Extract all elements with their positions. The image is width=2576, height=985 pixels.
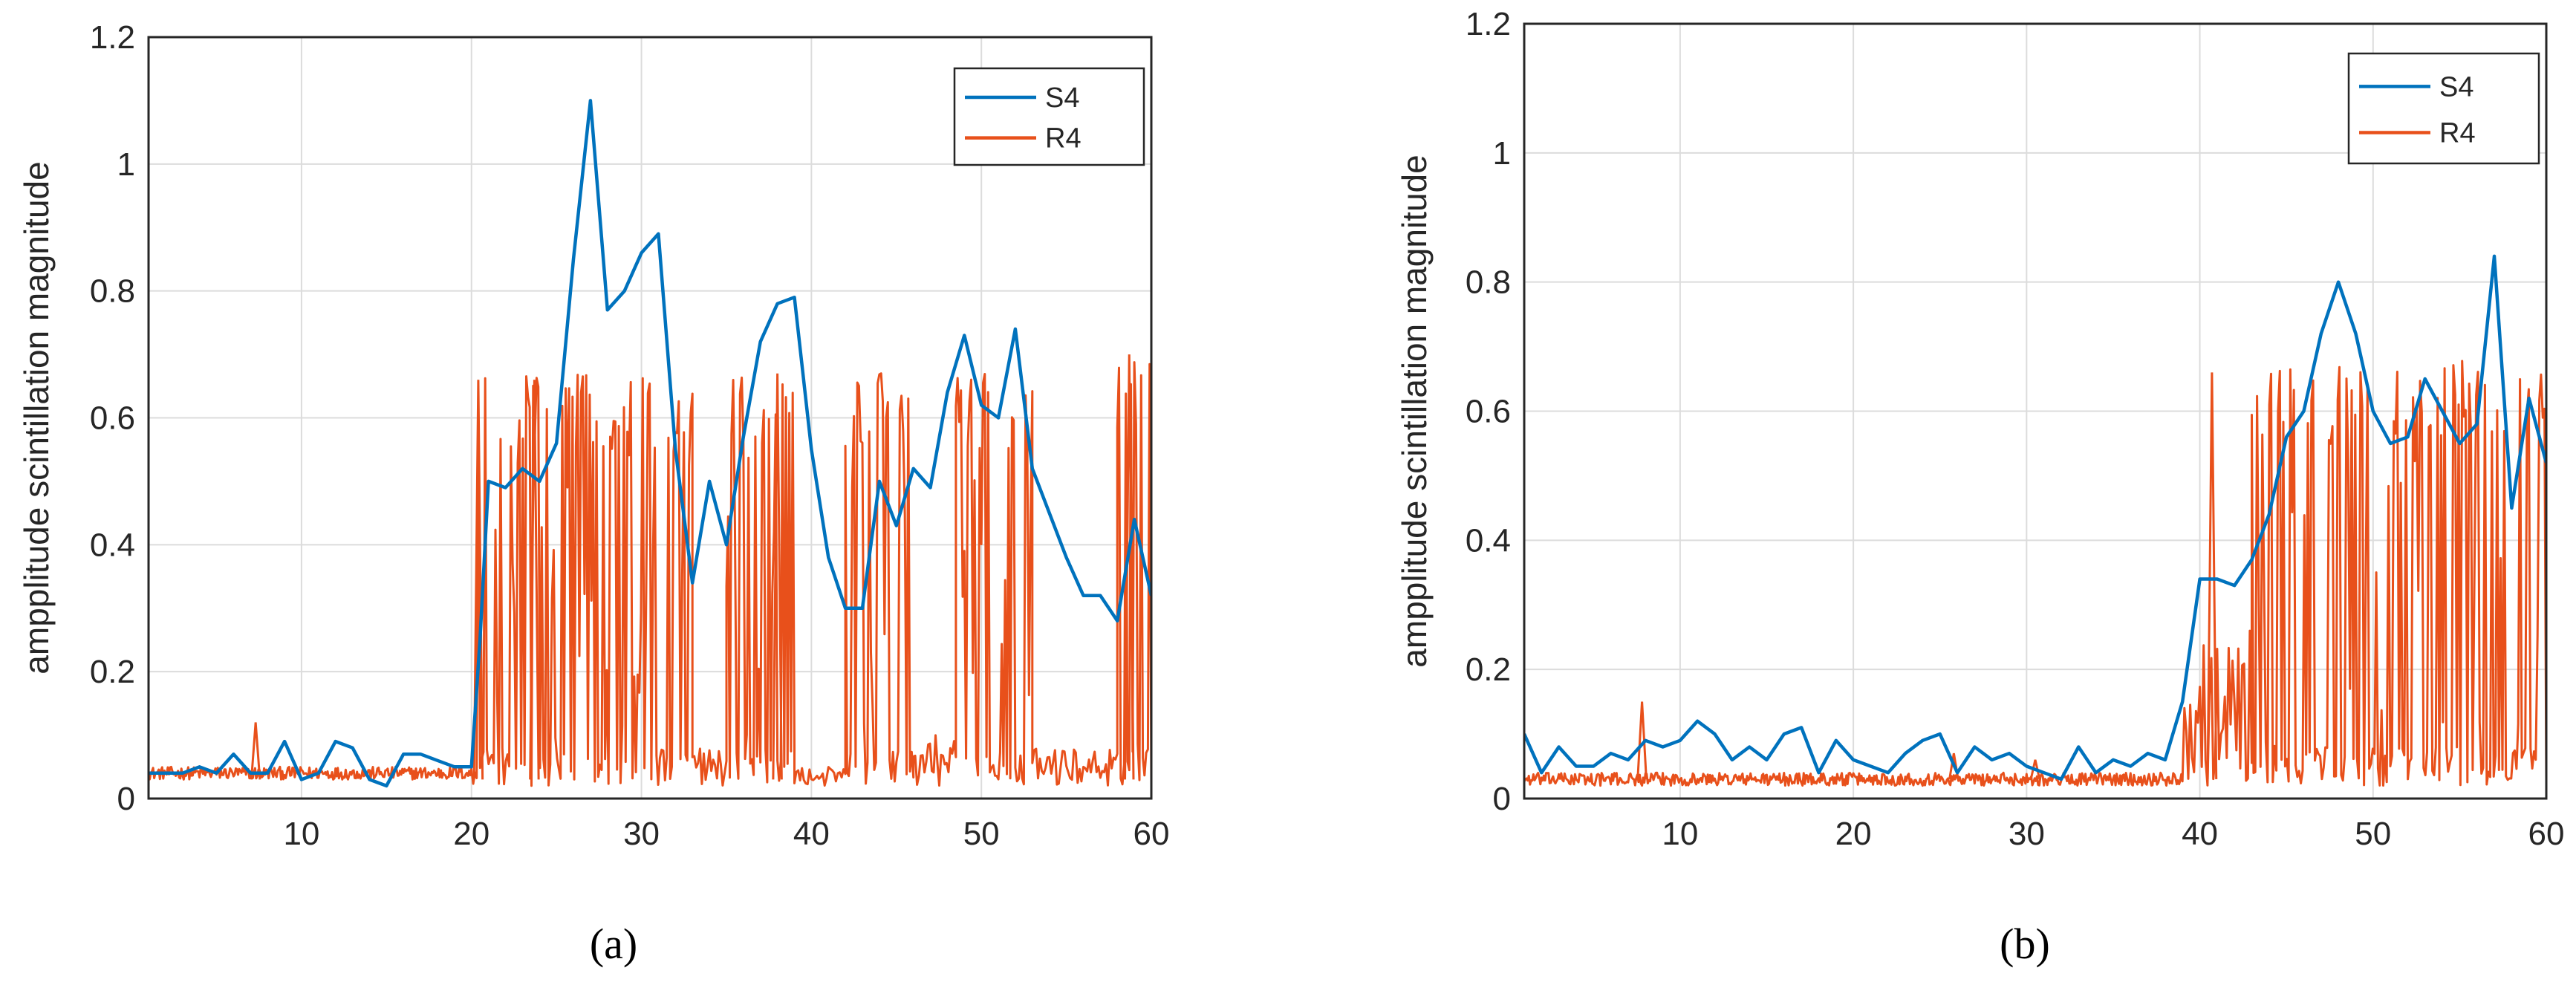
x-tick-label: 10 <box>283 816 319 852</box>
x-tick-label: 40 <box>2182 816 2218 852</box>
series-spike-r4 <box>529 380 540 780</box>
x-tick-label: 50 <box>963 816 1000 852</box>
y-tick-label: 0.2 <box>90 654 135 690</box>
y-tick-label: 0.8 <box>90 273 135 310</box>
series-spike-r4 <box>1124 354 1135 780</box>
caption-a: (a) <box>590 920 637 968</box>
y-tick-label: 0.6 <box>1466 394 1511 430</box>
y-tick-label: 1.2 <box>1466 6 1511 42</box>
x-tick-label: 50 <box>2355 816 2391 852</box>
series-spike-r4 <box>772 373 783 780</box>
x-tick-label: 60 <box>2528 816 2565 852</box>
series-line-s4 <box>1524 254 2546 781</box>
x-tick-label: 10 <box>1662 816 1698 852</box>
x-tick-label: 60 <box>1133 816 1170 852</box>
y-tick-label: 1 <box>117 146 135 183</box>
legend-label-s4-a: S4 <box>1045 82 1079 114</box>
caption-b: (b) <box>2000 920 2050 968</box>
chart-panel-b: 10 20 30 40 50 60 0 0.2 0.4 0.6 0.8 1 1.2 ampplitude… <box>1395 6 2564 968</box>
x-tick-label: 30 <box>2009 816 2045 852</box>
legend-label-s4-b: S4 <box>2439 71 2473 103</box>
x-tick-label: 20 <box>453 816 489 852</box>
y-tick-label: 0.2 <box>1466 651 1511 688</box>
y-tick-label: 1.2 <box>90 19 135 56</box>
chart-panel-a: 10 20 30 40 50 60 0 0.2 0.4 0.6 0.8 1 1.2 ampplitude… <box>17 19 1169 968</box>
series-spike-r4 <box>2206 372 2218 779</box>
y-tick-label: 0.6 <box>90 400 135 437</box>
y-tick-label: 0 <box>1493 781 1511 817</box>
axes-frame-a <box>147 36 1153 800</box>
y-tick-label: 0.8 <box>1466 264 1511 301</box>
series-spike-r4 <box>1636 701 1648 780</box>
y-axis-label-a: ampplitude scintillation magnitude <box>17 161 56 674</box>
tick-labels-a: 10 20 30 40 50 60 0 0.2 0.4 0.6 0.8 1 1.2 <box>90 19 1170 852</box>
series-line-r4 <box>1524 360 2546 787</box>
plot-area-b <box>1524 254 2546 787</box>
tick-labels-b: 10 20 30 40 50 60 0 0.2 0.4 0.6 0.8 1 1.2 <box>1466 6 2565 852</box>
y-tick-label: 0.4 <box>1466 522 1511 559</box>
y-tick-label: 0 <box>117 781 135 817</box>
x-tick-label: 20 <box>1835 816 1872 852</box>
legend-label-r4-b: R4 <box>2439 118 2476 149</box>
series-line-s4 <box>149 99 1151 788</box>
y-axis-label-b: ampplitude scintillation magnitude <box>1395 155 1434 667</box>
legend-box-b <box>2347 52 2540 165</box>
series-spike-r4 <box>250 722 261 780</box>
x-tick-label: 40 <box>793 816 830 852</box>
y-tick-label: 1 <box>1493 135 1511 172</box>
legend-a: S4 R4 <box>953 67 1145 166</box>
series-line-r4 <box>149 361 1151 787</box>
legend-b: S4 R4 <box>2347 52 2540 165</box>
legend-label-r4-a: R4 <box>1045 123 1082 155</box>
axes-frame-b <box>1523 22 2548 800</box>
series-spike-r4 <box>2029 759 2041 780</box>
legend-box-a <box>953 67 1145 166</box>
y-tick-label: 0.4 <box>90 527 135 563</box>
x-tick-label: 30 <box>623 816 660 852</box>
plot-area-a <box>149 99 1151 788</box>
